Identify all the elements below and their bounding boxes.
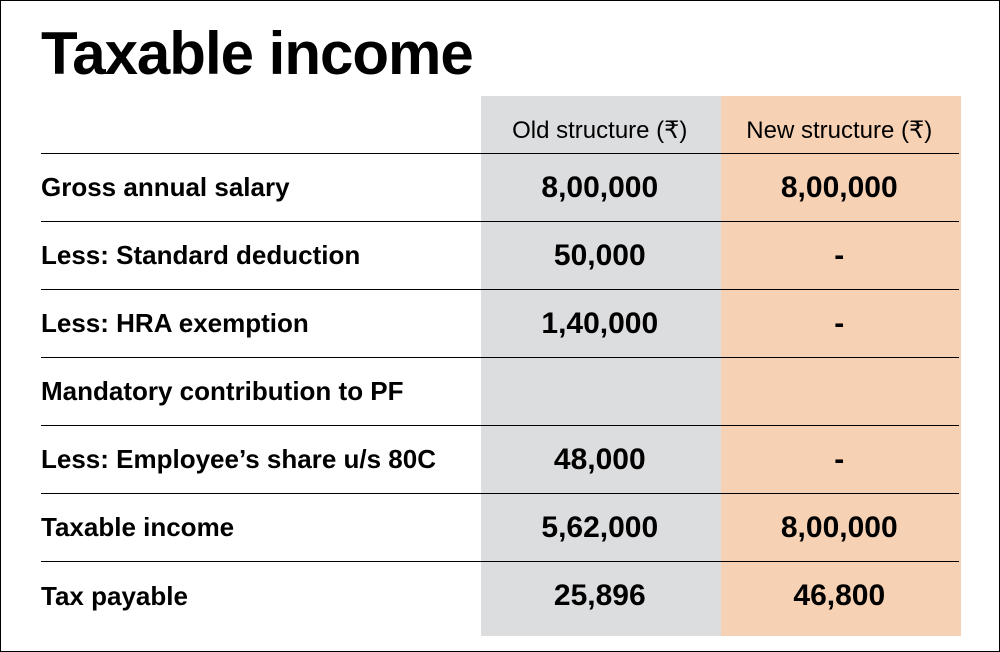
row-value-new: - [720,239,959,273]
row-label: Mandatory contribution to PF [41,376,480,407]
table-row: Gross annual salary 8,00,000 8,00,000 [41,154,959,222]
row-label: Less: Employee’s share u/s 80C [41,444,480,475]
row-label: Less: HRA exemption [41,308,480,339]
table-row: Less: Employee’s share u/s 80C 48,000 - [41,426,959,494]
row-label: Tax payable [41,581,480,612]
row-value-old: 8,00,000 [480,171,719,205]
header-spacer [41,96,480,153]
row-label: Less: Standard deduction [41,240,480,271]
table-row: Less: Standard deduction 50,000 - [41,222,959,290]
row-value-old: 50,000 [480,239,719,273]
table-row: Mandatory contribution to PF [41,358,959,426]
row-value-old: 1,40,000 [480,307,719,341]
tax-table: Old structure (₹) New structure (₹) Gros… [41,96,959,630]
header-new-structure: New structure (₹) [720,96,959,153]
table-row: Taxable income 5,62,000 8,00,000 [41,494,959,562]
row-label: Taxable income [41,512,480,543]
row-value-old: 48,000 [480,443,719,477]
table-row: Tax payable 25,896 46,800 [41,562,959,630]
row-value-new: 46,800 [720,579,959,613]
row-value-old: 5,62,000 [480,511,719,545]
row-value-old: 25,896 [480,579,719,613]
header-old-structure: Old structure (₹) [480,96,719,153]
row-value-new: - [720,307,959,341]
card-frame: Taxable income Old structure (₹) New str… [0,0,1000,652]
table-header-row: Old structure (₹) New structure (₹) [41,96,959,154]
row-value-new: 8,00,000 [720,511,959,545]
row-value-new: - [720,443,959,477]
row-value-new: 8,00,000 [720,171,959,205]
table-row: Less: HRA exemption 1,40,000 - [41,290,959,358]
page-title: Taxable income [1,1,999,96]
row-label: Gross annual salary [41,172,480,203]
